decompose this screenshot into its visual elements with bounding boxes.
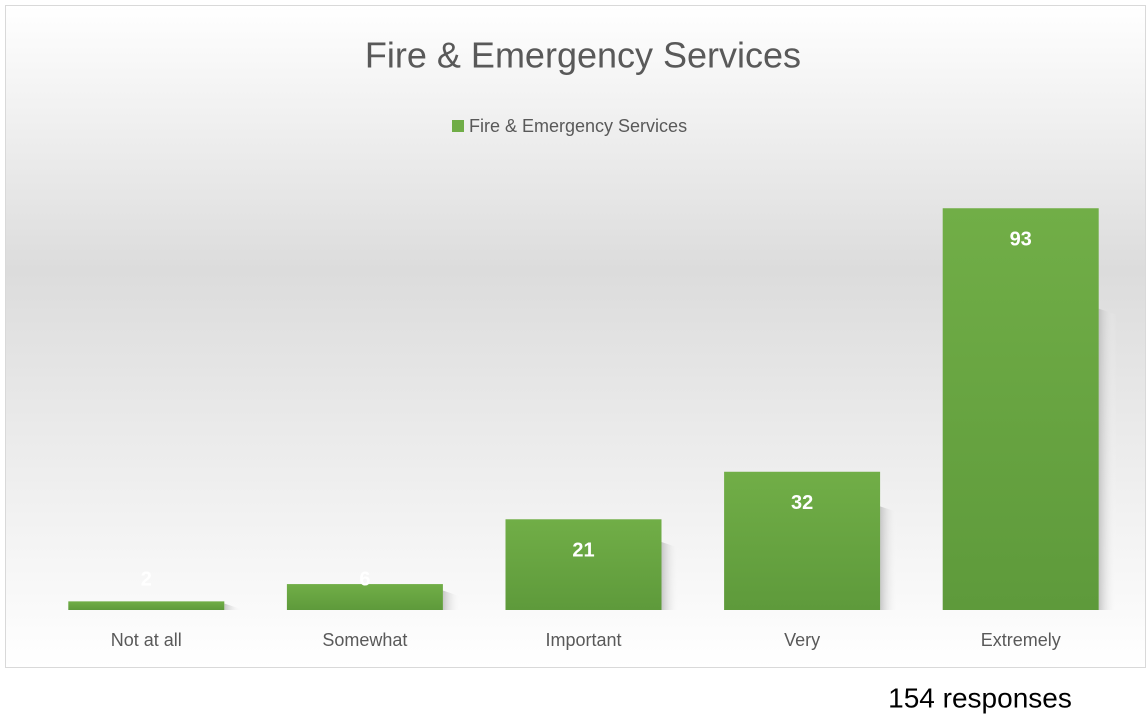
x-tick-label: Not at all <box>111 630 182 650</box>
bar-shadow <box>1098 308 1117 610</box>
bar-shadow <box>880 506 899 610</box>
data-label: 2 <box>141 568 152 590</box>
x-tick-label: Extremely <box>981 630 1061 650</box>
bar <box>505 519 662 610</box>
data-label: 32 <box>791 492 813 514</box>
legend-label: Fire & Emergency Services <box>469 116 687 136</box>
bar-shadow <box>224 603 243 610</box>
chart-title: Fire & Emergency Services <box>365 35 801 76</box>
legend-swatch <box>452 120 464 132</box>
x-tick-label: Important <box>545 630 621 650</box>
data-label: 93 <box>1010 229 1032 251</box>
data-label: 6 <box>359 568 370 590</box>
annotation: 154 responses <box>888 682 1072 713</box>
bar <box>724 471 881 610</box>
bar <box>942 208 1099 611</box>
x-tick-label: Somewhat <box>322 630 407 650</box>
bar <box>68 601 225 610</box>
bar-shadow <box>442 590 461 610</box>
data-label: 21 <box>572 540 594 562</box>
bar-shadow <box>661 541 680 610</box>
x-tick-label: Very <box>784 630 820 650</box>
bar <box>286 584 443 610</box>
